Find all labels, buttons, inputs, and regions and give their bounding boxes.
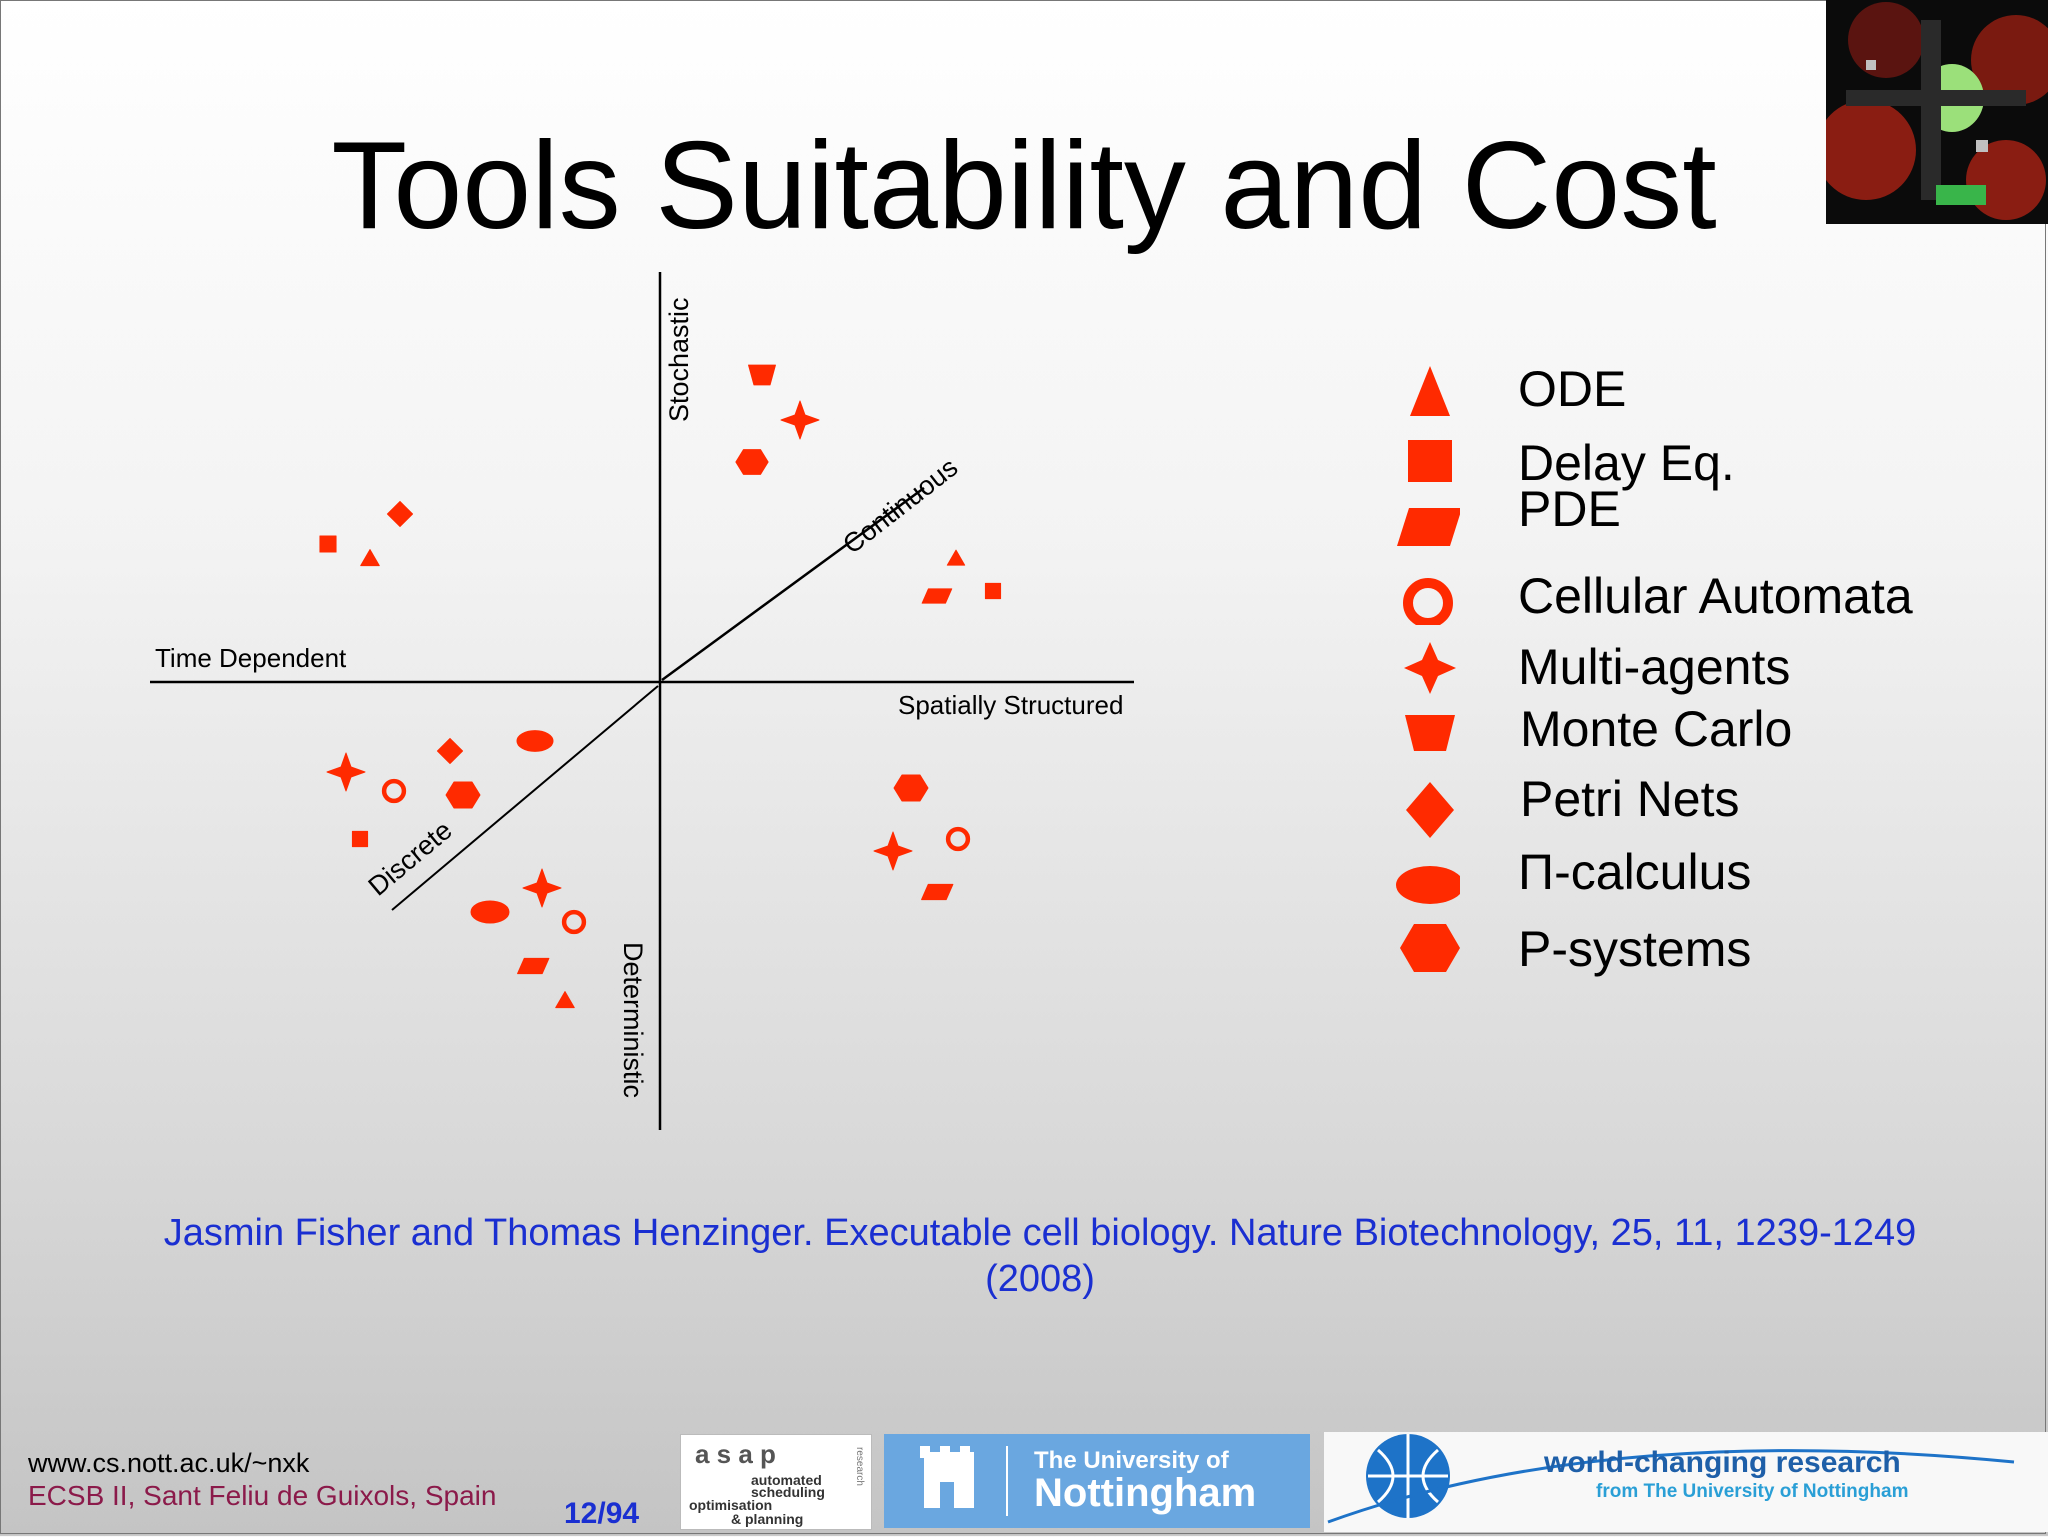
legend-item-monte-carlo: Monte Carlo	[1380, 695, 2040, 765]
castle-icon	[920, 1446, 974, 1508]
legend-item-multi-agents: Multi-agents	[1380, 628, 2040, 698]
asap-line4: & planning	[731, 1511, 803, 1527]
hexagon-icon	[1400, 924, 1460, 972]
legend-item-cellular-automata: Cellular Automata	[1380, 555, 2040, 625]
legend-label: Cellular Automata	[1518, 568, 1913, 624]
wcr-line2: from The University of Nottingham	[1596, 1481, 1908, 1502]
marker-ode	[360, 549, 380, 567]
square-icon	[1408, 440, 1452, 482]
marker-cellular-automata	[384, 781, 404, 801]
ring-icon	[1403, 578, 1453, 625]
legend-label: P-systems	[1518, 921, 1752, 977]
legend-label: ODE	[1518, 361, 1627, 417]
slide-title: Tools Suitability and Cost	[331, 117, 1717, 255]
marker-pde	[921, 883, 954, 901]
legend: ODE Delay Eq. PDE Cellular Automata Mult…	[1380, 350, 2040, 990]
asap-side-text: research	[854, 1447, 865, 1486]
marker-cellular-automata	[948, 829, 968, 849]
legend-item-delay-eq: Delay Eq.	[1380, 422, 2040, 492]
marker-multi-agents	[522, 868, 562, 908]
legend-item-p-systems: P-systems	[1380, 910, 2040, 980]
legend-label: Petri Nets	[1520, 771, 1740, 827]
marker-pi-calculus	[470, 900, 510, 924]
axis-label-stochastic: Stochastic	[664, 297, 694, 422]
axis-label-deterministic: Deterministic	[618, 942, 648, 1098]
legend-item-petri-nets: Petri Nets	[1380, 760, 2040, 838]
trapezoid-icon	[1405, 715, 1455, 751]
marker-delay-eq	[984, 582, 1002, 600]
marker-multi-agents	[326, 752, 366, 792]
marker-delay-eq	[351, 830, 369, 848]
legend-label: Delay Eq.	[1518, 435, 1735, 491]
citation-line2: (2008)	[985, 1258, 1095, 1300]
marker-petri-nets	[386, 500, 414, 528]
parallelogram-icon	[1397, 508, 1460, 546]
marker-petri-nets	[436, 737, 464, 765]
citation: Jasmin Fisher and Thomas Henzinger. Exec…	[100, 1210, 1980, 1302]
legend-label: Multi-agents	[1518, 639, 1791, 695]
marker-ode	[555, 991, 575, 1009]
legend-label: Monte Carlo	[1520, 701, 1793, 757]
page-number: 12/94	[564, 1497, 640, 1530]
corner-decorative-image	[1826, 0, 2048, 224]
asap-line3: optimisation	[689, 1497, 772, 1513]
footer-event: ECSB II, Sant Feliu de Guixols, Spain	[28, 1480, 497, 1511]
marker-pi-calculus	[516, 730, 554, 752]
asap-line1: automated	[751, 1472, 822, 1488]
axis-discrete	[391, 685, 659, 911]
nottingham-logo: The University of Nottingham	[884, 1434, 1310, 1528]
asap-logo: a s a p research automated scheduling op…	[680, 1434, 872, 1530]
marker-pde	[921, 588, 953, 604]
footer-url[interactable]: www.cs.nott.ac.uk/~nxk	[28, 1448, 310, 1478]
marker-p-systems	[735, 449, 769, 475]
marker-p-systems	[893, 774, 929, 802]
diamond-icon	[1406, 782, 1454, 838]
world-changing-research-logo: world-changing research from The Univers…	[1324, 1432, 2048, 1532]
legend-label: Π-calculus	[1518, 844, 1752, 900]
legend-item-pde: PDE	[1380, 480, 2040, 550]
legend-label: PDE	[1518, 481, 1621, 537]
marker-multi-agents	[873, 831, 913, 871]
marker-cellular-automata	[564, 912, 584, 932]
star-icon	[1404, 642, 1456, 694]
axis-continuous	[661, 486, 925, 682]
triangle-icon	[1410, 366, 1450, 416]
citation-line1: Jasmin Fisher and Thomas Henzinger. Exec…	[163, 1212, 1917, 1254]
marker-multi-agents	[780, 400, 820, 440]
legend-item-pi-calculus: Π-calculus	[1380, 835, 2040, 905]
nottingham-line1: The University of	[1034, 1447, 1230, 1474]
nottingham-line2: Nottingham	[1034, 1471, 1256, 1515]
axis-label-time-dependent: Time Dependent	[155, 643, 347, 673]
globe-icon	[1327, 1434, 2015, 1524]
legend-item-ode: ODE	[1380, 350, 2040, 420]
wcr-line1: world-changing research	[1543, 1446, 1901, 1479]
ellipse-icon	[1396, 866, 1460, 904]
marker-ode	[946, 549, 966, 566]
marker-p-systems	[445, 781, 481, 809]
axis-label-discrete: Discrete	[363, 815, 458, 902]
marker-monte-carlo	[748, 364, 776, 386]
marker-delay-eq	[319, 535, 337, 553]
axis-label-spatially-structured: Spatially Structured	[898, 690, 1123, 720]
asap-title: a s a p	[695, 1439, 776, 1469]
marker-pde	[517, 957, 550, 975]
asap-line2: scheduling	[751, 1484, 825, 1500]
axis-label-continuous: Continuous	[837, 452, 963, 560]
